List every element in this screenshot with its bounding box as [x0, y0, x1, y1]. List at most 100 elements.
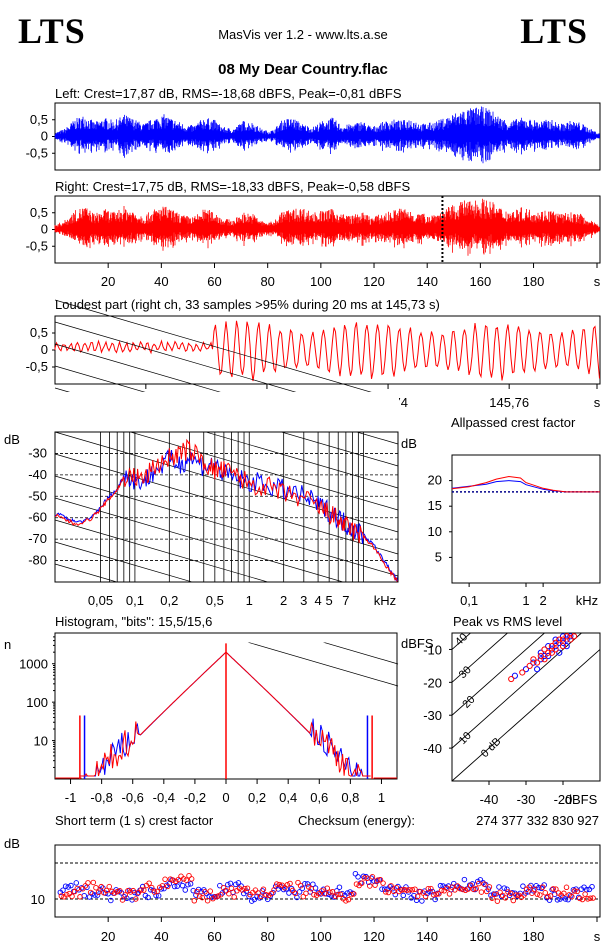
- stc-xtick-label: 140: [416, 929, 438, 944]
- stc-point-right: [396, 888, 402, 895]
- stc-point-right: [303, 890, 309, 897]
- pvr-point-left: [545, 652, 552, 660]
- stc-point-right: [324, 885, 330, 891]
- stc-point-right: [141, 887, 147, 893]
- stc-point-right: [380, 880, 386, 886]
- stc-point-right: [231, 894, 237, 900]
- crest-title: Allpassed crest factor: [451, 415, 576, 430]
- histogram-xtick-label: 0,8: [341, 790, 359, 805]
- pvr-point-right: [563, 633, 570, 640]
- stc-point-right: [180, 876, 187, 882]
- lts-logo-left: LTS: [18, 11, 86, 51]
- stc-point-right: [351, 891, 357, 897]
- pvr-diagonal: [452, 633, 583, 749]
- spectrum-mask-top: [54, 392, 399, 432]
- waveform-xtick-label: 160: [470, 274, 492, 289]
- stc-point-right: [228, 885, 235, 892]
- stc-point-right: [194, 888, 200, 895]
- checksum-value: 274 377 332 830 927: [476, 813, 599, 828]
- histogram-xtick-label: -0,8: [90, 790, 112, 805]
- stc-point-right: [502, 895, 509, 901]
- pvr-point-left: [534, 666, 541, 673]
- pvr-ylabel: dBFS: [401, 636, 434, 651]
- pvr-diagonal-label: 20: [460, 694, 477, 711]
- stc-point-right: [390, 888, 397, 895]
- stc-point-right: [220, 884, 227, 891]
- stc-point-right: [348, 891, 354, 898]
- stc-point-right: [582, 891, 588, 897]
- pvr-point-right: [571, 633, 578, 640]
- stc-point-right: [87, 889, 94, 896]
- stc-point-left: [190, 887, 196, 894]
- spectrum-ytick: -40: [28, 467, 47, 482]
- stc-point-right: [422, 893, 429, 900]
- crest-series-right: [451, 475, 600, 493]
- spectrum-xtick-label: 0,05: [88, 593, 113, 608]
- stc-point-right: [457, 885, 463, 892]
- stc-point-right: [159, 883, 166, 889]
- spectrum-ytick: -80: [28, 553, 47, 568]
- spectrum-ytick: -60: [28, 510, 47, 525]
- stc-point-right: [311, 891, 317, 898]
- waveform-left-ytick: 0,5: [30, 112, 48, 127]
- stc-point-right: [507, 890, 514, 897]
- stc-point-right: [385, 889, 392, 896]
- stc-point-left: [302, 880, 308, 887]
- stc-point-right: [117, 888, 123, 894]
- pvr-xtick-label: -20: [554, 792, 573, 807]
- stc-point-right: [138, 887, 144, 893]
- stc-point-right: [491, 891, 498, 898]
- waveform-xtick-label: 20: [101, 274, 115, 289]
- stc-point-right: [545, 893, 551, 900]
- stc-point-right: [151, 889, 158, 895]
- stc-point-right: [521, 892, 527, 898]
- stc-point-right: [63, 892, 70, 898]
- spectrum-xtick-label: 0,5: [206, 593, 224, 608]
- stc-point-right: [414, 893, 421, 900]
- stc-point-right: [436, 891, 442, 897]
- pvr-point-right: [552, 646, 559, 653]
- stc-point-left: [355, 874, 361, 880]
- loudest-signal: [54, 320, 600, 382]
- stc-point-left: [145, 894, 151, 901]
- waveform-right-ytick: 0,5: [30, 205, 48, 220]
- pvr-point-right: [530, 656, 537, 663]
- stc-point-left: [411, 892, 417, 899]
- stc-point-left: [336, 884, 343, 890]
- stc-point-right: [276, 881, 283, 888]
- stc-point-right: [526, 884, 533, 890]
- stc-point-right: [90, 879, 97, 886]
- stc-point-left: [171, 883, 178, 890]
- waveform-xtick-label: 140: [416, 274, 438, 289]
- stc-point-left: [60, 887, 66, 893]
- stc-point-right: [149, 884, 155, 891]
- stc-xtick-label: 180: [523, 929, 545, 944]
- stc-point-left: [549, 886, 555, 893]
- spectrum-xtick-label: 7: [342, 593, 349, 608]
- waveform-right-ytick: 0: [41, 222, 48, 237]
- stc-point-right: [133, 896, 139, 902]
- stc-xtick-label: 40: [154, 929, 168, 944]
- stc-point-left: [233, 881, 239, 888]
- stc-point-left: [254, 893, 260, 900]
- histogram-xtick-label: -0,4: [153, 790, 175, 805]
- stc-point-right: [268, 890, 275, 897]
- pvr-point-left: [556, 639, 563, 646]
- lts-logo-right: LTS: [520, 11, 588, 51]
- histogram-ytick: 1000: [19, 657, 48, 672]
- stc-ytick: 10: [31, 892, 45, 907]
- stc-point-right: [271, 887, 277, 893]
- spectrum-xtick-label: 1: [246, 593, 253, 608]
- stc-point-right: [183, 877, 190, 883]
- pvr-xtick-label: dBFS: [565, 792, 598, 807]
- spectrum-slope-line: [54, 475, 399, 577]
- stc-point-left: [251, 896, 258, 903]
- stc-point-left: [235, 880, 242, 886]
- stc-point-right: [547, 893, 554, 899]
- stc-point-right: [393, 884, 400, 891]
- stc-point-left: [488, 892, 494, 899]
- spectrum-ytick: -30: [28, 445, 47, 460]
- pvr-point-left: [567, 633, 574, 640]
- stc-point-right: [446, 891, 453, 897]
